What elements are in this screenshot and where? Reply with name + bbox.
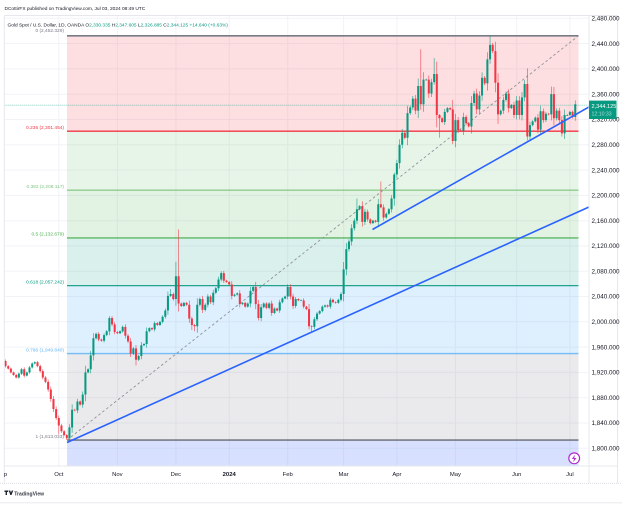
svg-text:1,960.000: 1,960.000 — [592, 344, 621, 351]
svg-text:Feb: Feb — [283, 472, 294, 478]
svg-text:2,120.000: 2,120.000 — [592, 243, 621, 250]
svg-text:Gold Spot / U.S. Dollar, 1D, O: Gold Spot / U.S. Dollar, 1D, OANDA O2,33… — [8, 23, 229, 29]
svg-text:0.786 (1,949.840): 0.786 (1,949.840) — [26, 347, 64, 353]
svg-text:2,344.125: 2,344.125 — [592, 104, 617, 110]
svg-text:DCottirFX published on Trading: DCottirFX published on TradingView.com, … — [5, 6, 146, 12]
svg-text:2,440.000: 2,440.000 — [592, 41, 621, 48]
svg-text:2,040.000: 2,040.000 — [592, 294, 621, 301]
svg-text:Nov: Nov — [112, 472, 123, 478]
svg-text:12:10:33: 12:10:33 — [592, 112, 612, 118]
svg-text:Jul: Jul — [566, 472, 574, 478]
svg-text:May: May — [450, 472, 461, 478]
svg-text:1,840.000: 1,840.000 — [592, 420, 621, 427]
svg-text:2,200.000: 2,200.000 — [592, 193, 621, 200]
svg-text:0.382 (2,208.117): 0.382 (2,208.117) — [26, 184, 64, 190]
svg-text:1,880.000: 1,880.000 — [592, 395, 621, 402]
svg-text:2,000.000: 2,000.000 — [592, 319, 621, 326]
svg-text:1 (1,813.033): 1 (1,813.033) — [35, 434, 64, 440]
svg-text:0.5 (2,132.679): 0.5 (2,132.679) — [31, 232, 64, 238]
svg-text:2024: 2024 — [223, 472, 237, 478]
svg-text:0.236 (2,301.454): 0.236 (2,301.454) — [26, 125, 64, 131]
svg-text:Oct: Oct — [54, 472, 64, 478]
svg-text:TradingView: TradingView — [14, 492, 44, 498]
svg-text:2,320.000: 2,320.000 — [592, 117, 621, 124]
svg-text:Mar: Mar — [339, 472, 349, 478]
svg-text:2,240.000: 2,240.000 — [592, 167, 621, 174]
svg-text:Apr: Apr — [392, 472, 401, 478]
svg-text:2,280.000: 2,280.000 — [592, 142, 621, 149]
svg-text:1,800.000: 1,800.000 — [592, 446, 621, 453]
svg-text:2,400.000: 2,400.000 — [592, 66, 621, 73]
svg-text:Dec: Dec — [171, 472, 182, 478]
svg-text:0 (2,452.329): 0 (2,452.329) — [35, 28, 64, 34]
svg-text:p: p — [4, 472, 8, 478]
svg-text:2,480.000: 2,480.000 — [592, 16, 621, 23]
svg-text:2,360.000: 2,360.000 — [592, 91, 621, 98]
svg-text:2,080.000: 2,080.000 — [592, 268, 621, 275]
svg-text:0.618 (2,057.242): 0.618 (2,057.242) — [26, 279, 64, 285]
svg-text:Jun: Jun — [512, 472, 522, 478]
svg-text:1,920.000: 1,920.000 — [592, 370, 621, 377]
svg-text:2,160.000: 2,160.000 — [592, 218, 621, 225]
